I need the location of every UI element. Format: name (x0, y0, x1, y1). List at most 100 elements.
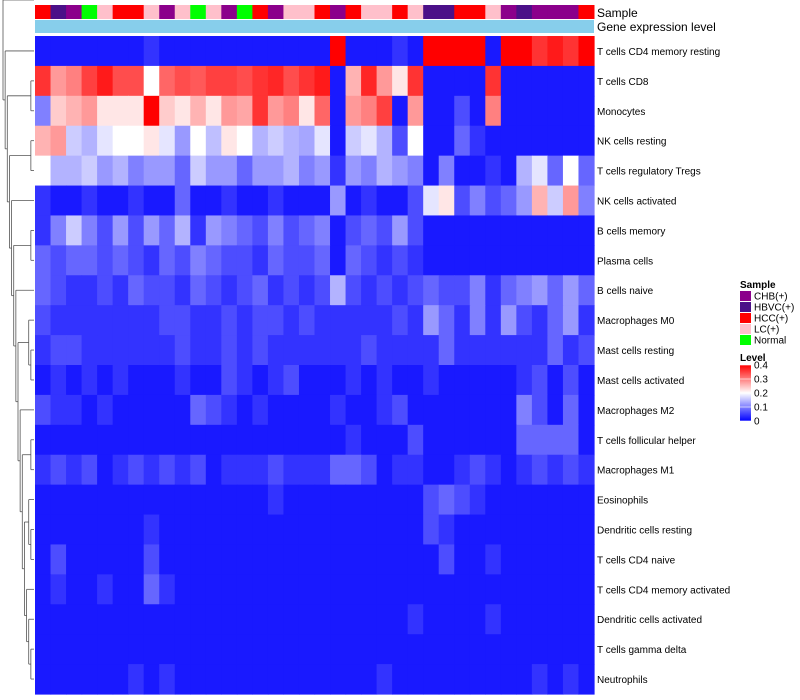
heatmap-cell (578, 394, 595, 426)
heatmap-cell (345, 65, 362, 97)
heatmap-cell (547, 215, 564, 246)
heatmap-cell (361, 484, 378, 516)
heatmap-cell (376, 155, 393, 187)
legend-swatch (740, 302, 751, 312)
heatmap-cell (35, 634, 52, 665)
heatmap-cell (252, 394, 269, 426)
heatmap-cell (500, 454, 517, 486)
heatmap-cell (298, 185, 316, 217)
heatmap-cell (547, 424, 564, 456)
heatmap-cell (267, 365, 285, 396)
heatmap-cell (454, 454, 471, 486)
heatmap-cell (407, 514, 424, 546)
heatmap-cell (221, 664, 238, 695)
heatmap-cell (345, 245, 362, 276)
row-label: Dendritic cells activated (597, 615, 702, 626)
heatmap-cell (267, 275, 285, 306)
heatmap-cell (516, 604, 533, 635)
heatmap-cell (66, 544, 83, 575)
heatmap-cell (205, 36, 222, 67)
heatmap-cell (547, 275, 564, 306)
heatmap-cell (376, 424, 393, 456)
heatmap-cell (531, 365, 549, 396)
heatmap-cell (174, 365, 191, 396)
heatmap-cell (345, 484, 362, 516)
heatmap-cell (547, 185, 564, 217)
heatmap-cell (407, 664, 424, 695)
heatmap-cell (190, 215, 207, 246)
heatmap-cell (500, 95, 517, 127)
heatmap-cell (35, 424, 52, 456)
heatmap-cell (500, 514, 517, 546)
heatmap-cell (190, 634, 207, 665)
heatmap-cell (66, 574, 83, 605)
heatmap-cell (500, 305, 517, 336)
heatmap-cell (112, 245, 129, 276)
heatmap-cell (361, 604, 378, 635)
heatmap-cell (50, 544, 67, 575)
heatmap-cell (143, 514, 160, 546)
heatmap-cell (252, 95, 269, 127)
heatmap-cell (143, 634, 160, 665)
heatmap-cell (531, 275, 549, 306)
heatmap-cell (562, 514, 580, 546)
heatmap-cell (438, 574, 455, 605)
heatmap-cell (205, 275, 222, 306)
heatmap-cell (35, 484, 52, 516)
heatmap-cell (469, 185, 486, 217)
heatmap-cell (35, 95, 52, 127)
heatmap-cell (345, 544, 362, 575)
heatmap-cell (485, 335, 502, 366)
heatmap-cell (205, 365, 222, 396)
heatmap-cell (66, 394, 83, 426)
heatmap-cell (97, 95, 114, 127)
heatmap-cell (562, 275, 580, 306)
heatmap-cell (438, 275, 455, 306)
heatmap-cell (469, 125, 486, 157)
heatmap-cell (50, 574, 67, 605)
heatmap-cell (298, 275, 316, 306)
heatmap-cell (392, 65, 409, 97)
heatmap-cell (205, 484, 222, 516)
heatmap-cell (578, 484, 595, 516)
heatmap-cell (531, 514, 549, 546)
heatmap-cell (361, 574, 378, 605)
heatmap-cell (50, 125, 67, 157)
heatmap-cell (190, 484, 207, 516)
heatmap-cell (283, 604, 300, 635)
heatmap-cell (159, 604, 176, 635)
heatmap-cell (190, 664, 207, 695)
heatmap-cell (66, 245, 83, 276)
heatmap-cell (298, 514, 316, 546)
heatmap-cell (205, 574, 222, 605)
heatmap-cell (190, 125, 207, 157)
heatmap-cell (330, 424, 347, 456)
heatmap-cell (283, 424, 300, 456)
heatmap-cell (407, 574, 424, 605)
heatmap-cell (66, 424, 83, 456)
heatmap-cell (516, 634, 533, 665)
heatmap-cell (221, 424, 238, 456)
heatmap-cell (236, 454, 253, 486)
heatmap-cell (252, 574, 269, 605)
heatmap-cell (66, 335, 83, 366)
heatmap-cell (314, 215, 331, 246)
heatmap-cell (562, 574, 580, 605)
heatmap-cell (516, 365, 533, 396)
heatmap-cell (454, 125, 471, 157)
heatmap-cell (345, 125, 362, 157)
heatmap-cell (423, 424, 440, 456)
heatmap-cell (469, 305, 486, 336)
heatmap-cell (423, 36, 440, 67)
heatmap-cell (97, 604, 114, 635)
heatmap-cell (345, 365, 362, 396)
heatmap-cell (376, 245, 393, 276)
heatmap-cell (314, 335, 331, 366)
heatmap-cell (252, 484, 269, 516)
heatmap-cell (143, 454, 160, 486)
heatmap-cell (423, 275, 440, 306)
heatmap-cell (190, 185, 207, 217)
heatmap-cell (500, 215, 517, 246)
heatmap-cell (438, 185, 455, 217)
heatmap-cell (376, 65, 393, 97)
